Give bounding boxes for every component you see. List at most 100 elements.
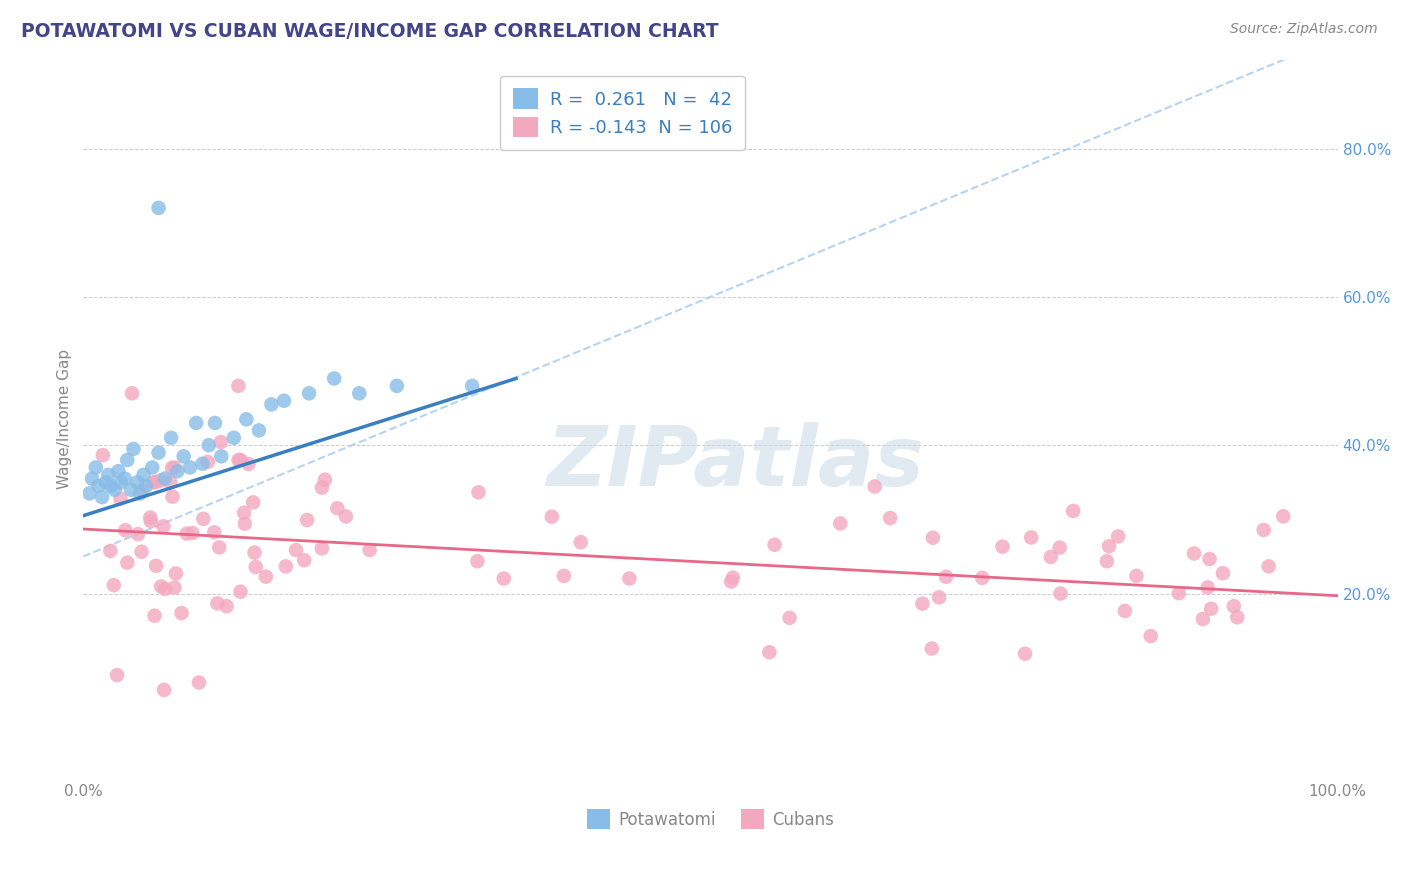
Point	[166, 464, 188, 478]
Point	[131, 545, 153, 559]
Point	[1253, 523, 1275, 537]
Point	[94, 475, 117, 490]
Point	[292, 553, 315, 567]
Point	[238, 457, 260, 471]
Point	[204, 416, 226, 430]
Legend: Potawatomi, Cubans: Potawatomi, Cubans	[579, 803, 841, 835]
Point	[758, 645, 780, 659]
Point	[921, 641, 943, 656]
Point	[721, 571, 744, 585]
Point	[1192, 612, 1215, 626]
Point	[170, 606, 193, 620]
Point	[107, 464, 129, 478]
Point	[991, 540, 1014, 554]
Point	[311, 481, 333, 495]
Point	[202, 525, 225, 540]
Point	[186, 416, 208, 430]
Point	[228, 379, 250, 393]
Point	[148, 201, 170, 215]
Point	[492, 572, 515, 586]
Point	[1019, 531, 1042, 545]
Point	[242, 495, 264, 509]
Point	[1098, 539, 1121, 553]
Point	[222, 431, 245, 445]
Point	[1272, 509, 1295, 524]
Point	[145, 475, 167, 489]
Point	[148, 445, 170, 459]
Point	[247, 423, 270, 437]
Point	[298, 386, 321, 401]
Point	[128, 486, 150, 500]
Point	[235, 412, 257, 426]
Point	[215, 599, 238, 614]
Point	[553, 569, 575, 583]
Point	[935, 570, 957, 584]
Point	[879, 511, 901, 525]
Point	[127, 475, 149, 490]
Point	[97, 467, 120, 482]
Point	[159, 475, 181, 490]
Point	[921, 531, 943, 545]
Point	[254, 569, 277, 583]
Point	[359, 543, 381, 558]
Point	[84, 460, 107, 475]
Point	[1212, 566, 1234, 581]
Point	[1014, 647, 1036, 661]
Point	[100, 479, 122, 493]
Point	[121, 386, 143, 401]
Point	[540, 509, 562, 524]
Point	[135, 479, 157, 493]
Point	[209, 450, 232, 464]
Point	[143, 608, 166, 623]
Point	[274, 559, 297, 574]
Point	[1139, 629, 1161, 643]
Point	[141, 460, 163, 475]
Point	[197, 438, 219, 452]
Point	[1095, 554, 1118, 568]
Point	[131, 483, 153, 498]
Point	[928, 591, 950, 605]
Point	[467, 554, 489, 568]
Point	[153, 582, 176, 596]
Point	[103, 578, 125, 592]
Point	[149, 474, 172, 488]
Point	[114, 472, 136, 486]
Text: POTAWATOMI VS CUBAN WAGE/INCOME GAP CORRELATION CHART: POTAWATOMI VS CUBAN WAGE/INCOME GAP CORR…	[21, 22, 718, 41]
Point	[160, 431, 183, 445]
Point	[110, 475, 132, 490]
Point	[115, 453, 138, 467]
Point	[1125, 569, 1147, 583]
Point	[1223, 599, 1246, 614]
Point	[233, 506, 256, 520]
Point	[117, 556, 139, 570]
Point	[1114, 604, 1136, 618]
Point	[173, 450, 195, 464]
Point	[830, 516, 852, 531]
Point	[197, 455, 219, 469]
Point	[273, 393, 295, 408]
Point	[911, 597, 934, 611]
Point	[153, 472, 176, 486]
Point	[79, 486, 101, 500]
Point	[80, 472, 103, 486]
Point	[160, 461, 183, 475]
Point	[179, 460, 201, 475]
Point	[105, 668, 128, 682]
Point	[243, 545, 266, 559]
Point	[314, 473, 336, 487]
Point	[163, 581, 186, 595]
Point	[1039, 549, 1062, 564]
Point	[152, 519, 174, 533]
Point	[142, 475, 165, 490]
Point	[1107, 529, 1129, 543]
Point	[349, 386, 371, 401]
Y-axis label: Wage/Income Gap: Wage/Income Gap	[58, 349, 72, 490]
Point	[1197, 581, 1219, 595]
Point	[295, 513, 318, 527]
Point	[104, 483, 127, 497]
Point	[191, 457, 214, 471]
Point	[207, 596, 229, 610]
Point	[229, 453, 252, 467]
Point	[326, 501, 349, 516]
Point	[1049, 586, 1071, 600]
